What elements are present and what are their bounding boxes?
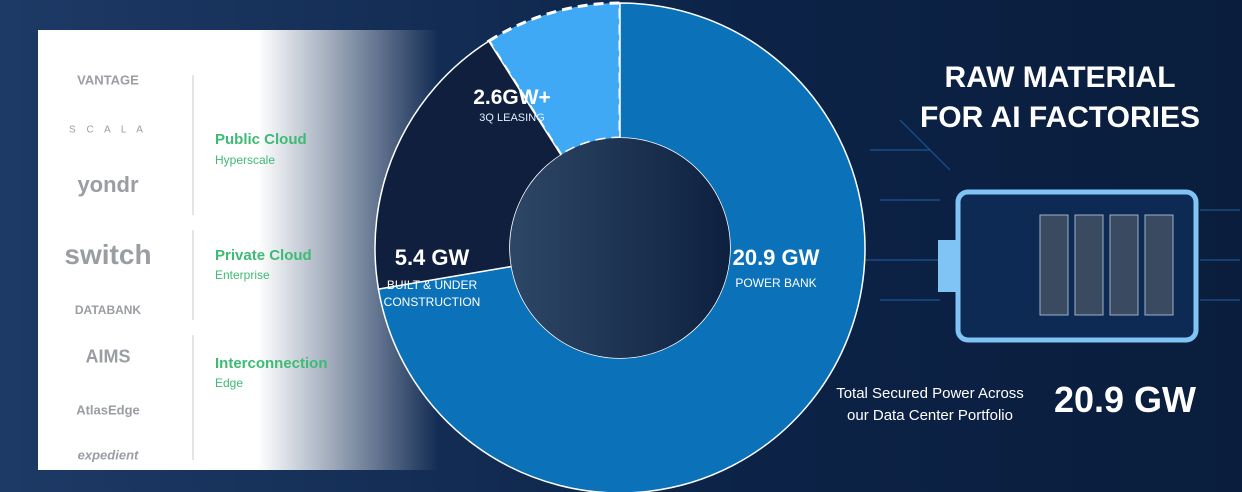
logo: expedient xyxy=(77,447,139,463)
logo: AtlasEdge xyxy=(76,402,140,418)
logo-panel xyxy=(38,30,438,470)
category-label: BUILT & UNDER CONSTRUCTION xyxy=(383,278,481,309)
total-caption: Total Secured Power Across our Data Cent… xyxy=(836,385,1024,424)
segment-subtitle: Enterprise xyxy=(215,268,270,282)
total-value: 20.9 GW xyxy=(1053,379,1197,420)
segment-title: Public Cloud xyxy=(215,131,307,148)
segment-title: Private Cloud xyxy=(215,247,312,264)
value-label: 20.9 GW xyxy=(732,245,820,270)
logo: yondr xyxy=(77,172,139,197)
logo: S C A L A xyxy=(69,124,147,136)
logo: AIMS xyxy=(85,346,131,367)
segment-subtitle: Hyperscale xyxy=(215,153,276,167)
category-label: POWER BANK xyxy=(735,276,817,290)
segment-subtitle: Edge xyxy=(215,376,244,390)
category-label: 3Q LEASING xyxy=(479,112,545,124)
headline: RAW MATERIAL FOR AI FACTORIES xyxy=(919,61,1201,134)
logo: switch xyxy=(64,239,152,270)
value-label: 5.4 GW xyxy=(394,245,470,270)
value-label: 2.6GW+ xyxy=(473,86,551,109)
battery-tip xyxy=(938,240,960,292)
logo: DATABANK xyxy=(74,303,142,317)
donut-segment xyxy=(486,1,622,158)
logo: VANTAGE xyxy=(77,72,139,88)
circuit-lines xyxy=(860,119,1240,301)
donut-hole xyxy=(510,138,730,358)
donut-segment xyxy=(377,2,866,492)
segment-title: Interconnection xyxy=(215,355,328,372)
server-racks xyxy=(1039,214,1174,316)
donut xyxy=(374,1,866,492)
